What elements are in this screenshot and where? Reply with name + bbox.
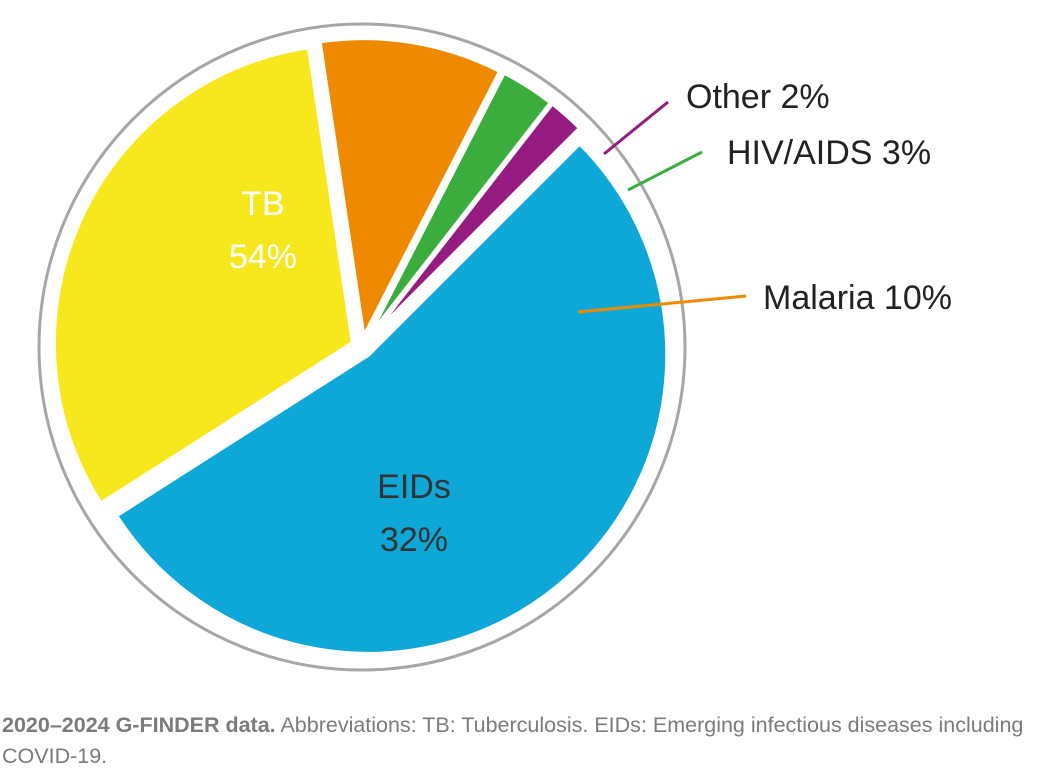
- callout-label-malaria: Malaria 10%: [763, 279, 952, 317]
- pie-slice-malaria: [317, 36, 503, 340]
- pie-chart: Malaria 10% HIV/AIDS 3% Other 2% TB 54% EIDs…: [37, 22, 952, 672]
- pie-slices: [51, 36, 670, 656]
- caption-lead: 2020–2024 G-FINDER data.: [2, 713, 276, 737]
- pie-slice-tb: [114, 141, 670, 656]
- figure-caption: 2020–2024 G-FINDER data. Abbreviations: …: [2, 710, 1055, 770]
- slice-label-eids: EIDs: [377, 468, 451, 506]
- callout-label-other: Other 2%: [686, 78, 830, 116]
- pie-callouts: Malaria 10% HIV/AIDS 3% Other 2%: [577, 78, 952, 317]
- callout-line-other: [603, 100, 669, 156]
- slice-label-tb: TB: [241, 185, 284, 223]
- caption-text: Abbreviations: TB: Tuberculosis. EIDs: E…: [2, 713, 1024, 768]
- pie-inside-labels: TB 54% EIDs 32%: [229, 185, 451, 559]
- pie-slice-eids: [51, 45, 355, 506]
- callout-line-hiv-aids: [627, 150, 703, 192]
- pie-slice-other: [366, 101, 583, 342]
- slice-value-label-eids: 32%: [380, 521, 448, 559]
- callout-line-malaria: [577, 294, 747, 314]
- callout-label-hiv-aids: HIV/AIDS 3%: [727, 134, 931, 172]
- slice-value-label-tb: 54%: [229, 238, 297, 276]
